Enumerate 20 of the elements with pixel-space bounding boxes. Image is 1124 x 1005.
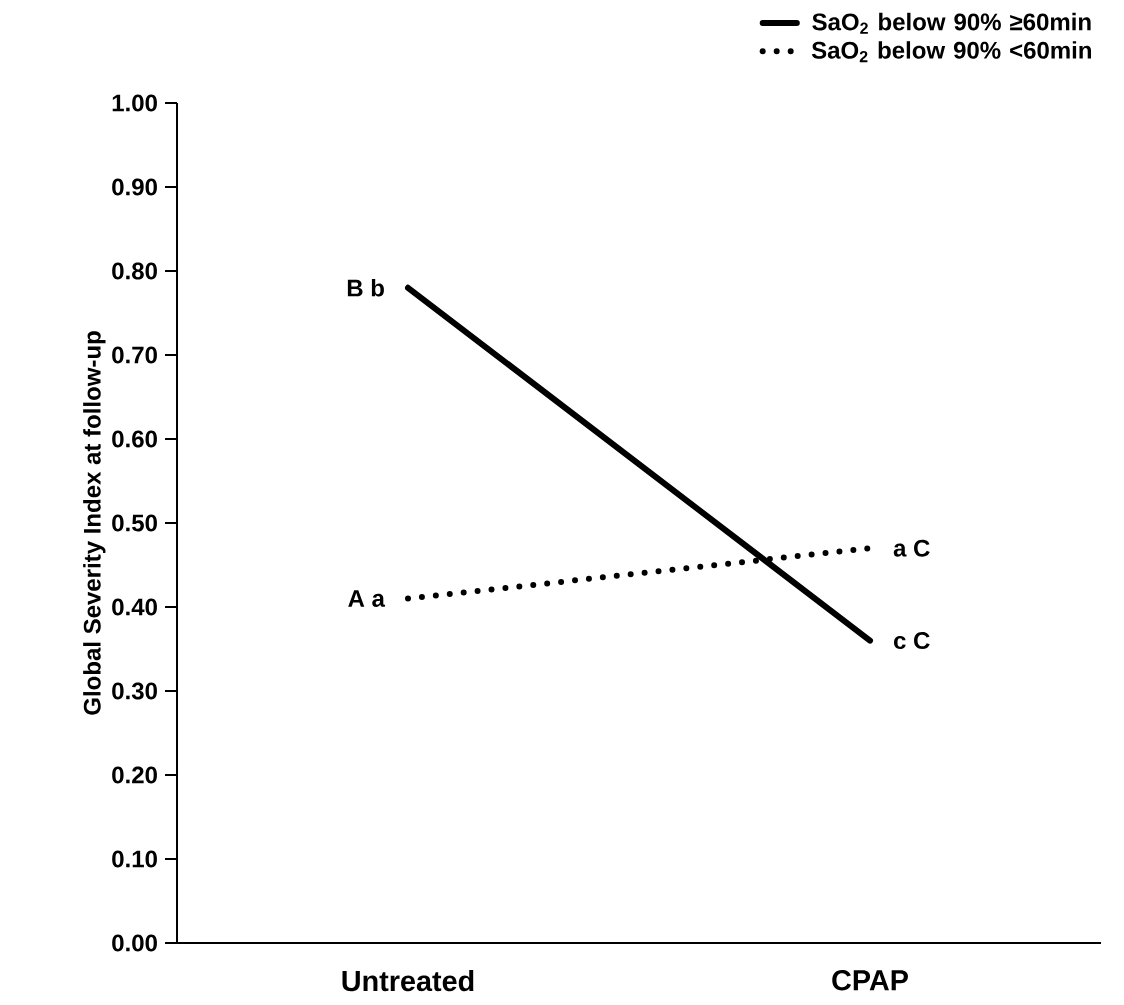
y-axis-title: Global Severity Index at follow-up <box>83 331 106 715</box>
y-tick-label: 0.00 <box>112 934 157 952</box>
x-tick-label: Untreated <box>342 970 474 992</box>
annotation: B b <box>347 278 384 297</box>
y-tick-label: 0.60 <box>112 430 157 448</box>
legend-label: SaO$_{2}$ below 90% ≥60min <box>812 12 1091 34</box>
y-tick-label: 0.30 <box>112 682 157 700</box>
annotation: A a <box>348 590 386 607</box>
x-tick-label: CPAP <box>832 970 908 991</box>
y-tick-label: 0.90 <box>112 178 157 196</box>
y-tick-label: 0.10 <box>112 850 157 868</box>
annotation: a C <box>893 539 930 557</box>
y-tick-label: 0.40 <box>112 598 157 616</box>
y-tick-label: 0.50 <box>112 514 157 532</box>
y-tick-label: 0.20 <box>112 766 157 784</box>
legend-label: SaO$_{2}$ below 90% <60min <box>811 41 1091 63</box>
y-tick-label: 0.70 <box>112 346 157 364</box>
annotation: c C <box>894 632 930 650</box>
y-tick-label: 1.00 <box>112 94 157 112</box>
y-tick-label: 0.80 <box>112 262 157 280</box>
